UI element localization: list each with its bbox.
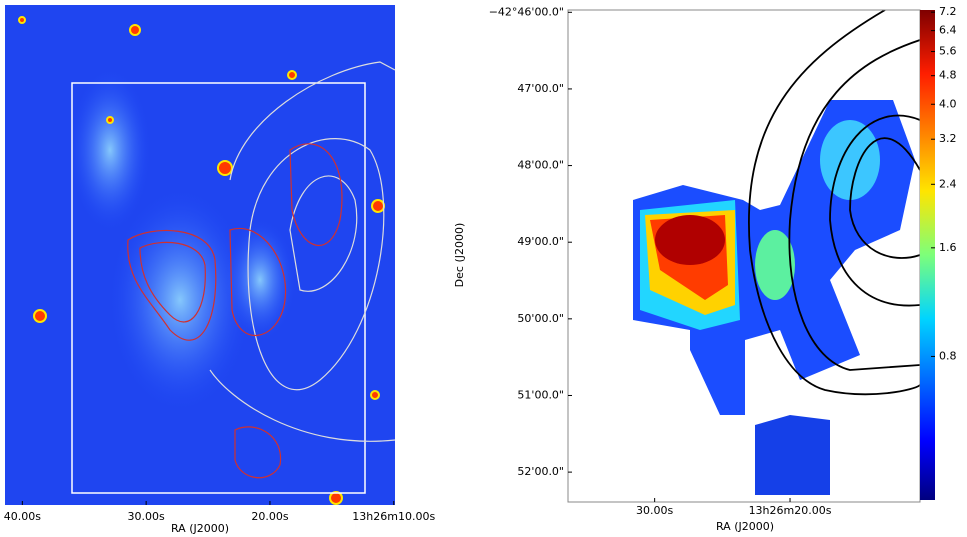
y-axis-label: Dec (J2000) bbox=[453, 223, 466, 288]
colorbar-tick-label: 7.2 bbox=[939, 5, 957, 18]
x-tick-label: 13h26m10.00s bbox=[352, 510, 435, 523]
x-tick-label: 30.00s bbox=[636, 504, 673, 517]
y-tick-label: 47'00.0" bbox=[517, 82, 564, 95]
y-tick-label: 48'00.0" bbox=[517, 159, 564, 172]
y-tick-label: 52'00.0" bbox=[517, 465, 564, 478]
x-axis-label: RA (J2000) bbox=[716, 520, 774, 533]
x-tick-label: 30.00s bbox=[128, 510, 165, 523]
colorbar-tick-label: 5.6 bbox=[939, 45, 957, 58]
heatmap-image bbox=[568, 10, 920, 502]
sky-image bbox=[5, 5, 396, 505]
y-tick-label: 49'00.0" bbox=[517, 235, 564, 248]
colorbar-tick-label: 0.8 bbox=[939, 349, 957, 362]
colorbar-tick-label: 4.0 bbox=[939, 97, 957, 110]
x-tick-label: 40.00s bbox=[4, 510, 41, 523]
colorbar-tick-label: 6.4 bbox=[939, 24, 957, 37]
x-tick-label: 20.00s bbox=[251, 510, 288, 523]
y-tick-label: 51'00.0" bbox=[517, 388, 564, 401]
y-tick-label: 50'00.0" bbox=[517, 312, 564, 325]
x-axis-label: RA (J2000) bbox=[171, 522, 229, 535]
x-tick-label: 13h26m20.00s bbox=[749, 504, 832, 517]
y-tick-label: −42°46'00.0" bbox=[489, 5, 564, 18]
colorbar-tick-label: 3.2 bbox=[939, 132, 957, 145]
colorbar-tick-label: 1.6 bbox=[939, 241, 957, 254]
colorbar bbox=[920, 10, 935, 500]
colorbar-tick-label: 4.8 bbox=[939, 69, 957, 82]
colorbar-tick-label: 2.4 bbox=[939, 177, 957, 190]
